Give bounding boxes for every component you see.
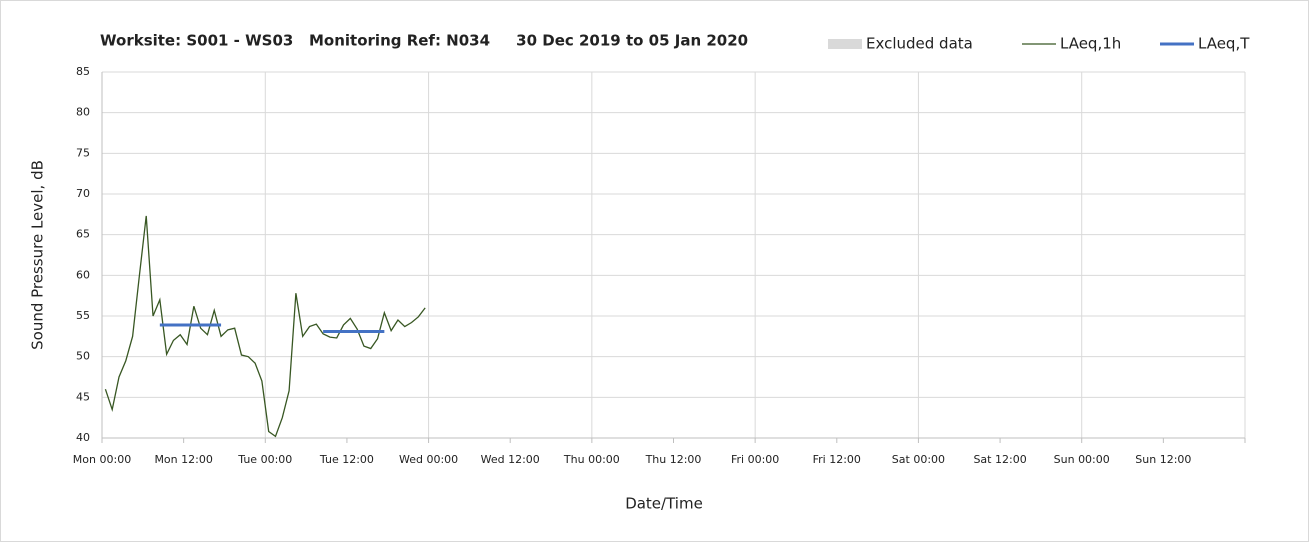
legend-label: LAeq,1h [1060, 35, 1121, 53]
y-tick-label: 50 [76, 350, 90, 363]
x-tick-label: Mon 12:00 [154, 453, 212, 466]
series-line [104, 215, 426, 438]
legend-label: Excluded data [866, 35, 973, 53]
y-tick-label: 85 [76, 65, 90, 78]
y-tick-label: 65 [76, 228, 90, 241]
y-tick-label: 60 [76, 268, 90, 281]
x-tick-label: Fri 00:00 [731, 453, 779, 466]
x-tick-label: Thu 00:00 [563, 453, 620, 466]
x-tick-label: Sun 00:00 [1054, 453, 1110, 466]
x-tick-label: Mon 00:00 [73, 453, 131, 466]
x-axis-title: Date/Time [625, 495, 703, 513]
series-line [159, 323, 385, 333]
legend-label: LAeq,T [1198, 35, 1250, 53]
y-tick-label: 80 [76, 106, 90, 119]
x-tick-label: Sat 00:00 [892, 453, 945, 466]
y-tick-label: 55 [76, 309, 90, 322]
x-tick-label: Tue 12:00 [319, 453, 374, 466]
x-tick-label: Thu 12:00 [645, 453, 702, 466]
y-axis-title: Sound Pressure Level, dB [29, 160, 47, 350]
y-tick-label: 75 [76, 146, 90, 159]
x-tick-label: Fri 12:00 [813, 453, 861, 466]
x-tick-label: Sat 12:00 [973, 453, 1026, 466]
x-tick-label: Tue 00:00 [237, 453, 292, 466]
legend-swatch [828, 39, 862, 49]
y-tick-label: 40 [76, 431, 90, 444]
chart-title: Worksite: S001 - WS03 Monitoring Ref: N0… [100, 32, 748, 50]
x-tick-label: Wed 12:00 [481, 453, 540, 466]
y-tick-label: 70 [76, 187, 90, 200]
x-tick-label: Sun 12:00 [1135, 453, 1191, 466]
y-tick-label: 45 [76, 390, 90, 403]
x-tick-label: Wed 00:00 [399, 453, 458, 466]
